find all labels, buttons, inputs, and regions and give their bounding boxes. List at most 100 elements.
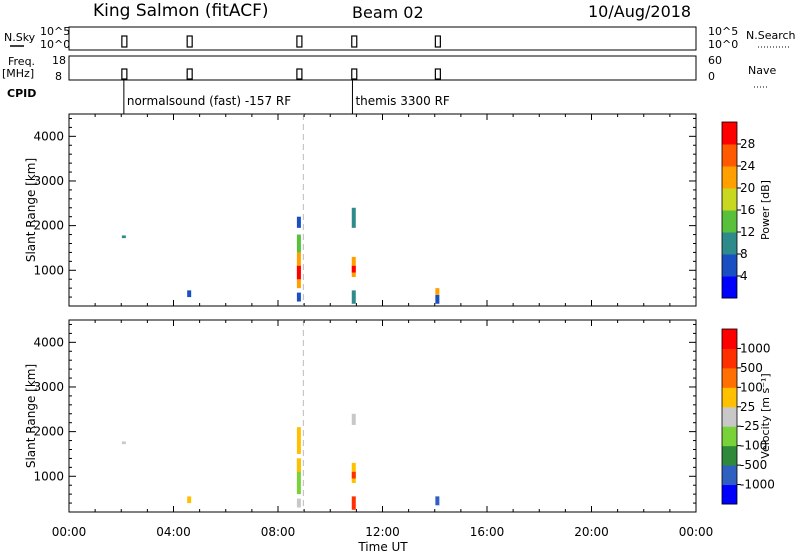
colorbar-swatch — [722, 122, 737, 145]
freq-label-1: Freq. — [8, 55, 35, 68]
power-layer: 1000 2000 3000 4000 — [33, 114, 697, 306]
power-ytick-label: 1000 — [33, 263, 64, 277]
colorbar-swatch — [722, 387, 737, 408]
nsky-tick-bottom: 10^0 — [40, 38, 70, 51]
colorbar-tick-label: 1000 — [740, 341, 771, 355]
velocity-colorbar: 1000 500 100 25 -25 -100 -500 -1000 — [721, 328, 775, 505]
nsky-mark — [434, 35, 441, 48]
colorbar-tick-label: 500 — [740, 361, 763, 375]
colorbar-swatch — [722, 276, 737, 299]
velocity-echo — [351, 471, 356, 479]
velocity-echo — [121, 441, 126, 445]
velocity-ylabel: Slant Range [km] — [24, 364, 38, 468]
velocity-ytick-label: 1000 — [33, 469, 64, 483]
velocity-cbar-label: Velocity [m s⁻¹] — [759, 373, 772, 458]
power-colorbar: 4 8 12 16 20 24 28 — [721, 121, 755, 299]
colorbar-tick-label: 100 — [740, 380, 763, 394]
nsky-label: N.Sky — [4, 31, 36, 44]
freq-tick-top: 18 — [52, 54, 66, 67]
freq-tick-bottom: 8 — [55, 70, 62, 83]
colorbar-tick-label: -1000 — [740, 478, 775, 492]
freq-mark — [121, 68, 128, 80]
xtick-label: 00:00 — [52, 525, 87, 539]
power-panel-frame — [68, 113, 697, 307]
cpid-program-0: normalsound (fast) -157 RF — [127, 94, 291, 108]
velocity-ytick-label: 3000 — [33, 380, 64, 394]
colorbar-tick-label: 20 — [740, 181, 755, 195]
nsky-mark — [121, 35, 128, 48]
colorbar-swatch — [722, 188, 737, 211]
velocity-ytick-label: 4000 — [33, 335, 64, 349]
colorbar-tick-label: -25 — [740, 419, 760, 433]
velocity-echo — [351, 413, 356, 425]
xtick-label: 04:00 — [156, 525, 191, 539]
colorbar-frame — [721, 328, 738, 505]
colorbar-swatch — [722, 406, 737, 427]
velocity-echo — [187, 496, 192, 504]
colorbar-swatch — [722, 210, 737, 233]
xaxis-label: Time UT — [357, 540, 408, 554]
colorbar-tick-label: 12 — [740, 225, 755, 239]
power-ylabel: Slant Range [km] — [24, 158, 38, 262]
power-cbar-label: Power [dB] — [759, 180, 772, 240]
cpid-label: CPID — [7, 87, 36, 100]
nsky-mark — [296, 35, 303, 48]
cpid-program-1: themis 3300 RF — [355, 94, 449, 108]
freq-label-2: [MHz] — [2, 67, 34, 80]
nave-tick-top: 60 — [708, 54, 722, 67]
velocity-panel-frame — [68, 319, 697, 513]
colorbar-swatch — [722, 484, 737, 505]
velocity-echo — [435, 496, 440, 506]
nave-tick-bottom: 0 — [708, 70, 715, 83]
power-echo — [296, 265, 301, 280]
freq-mark — [186, 68, 193, 80]
colorbar-tick-label: -500 — [740, 458, 767, 472]
colorbar-tick-label: 8 — [740, 247, 748, 261]
strip-marks — [121, 35, 441, 80]
xtick-label: 20:00 — [574, 525, 609, 539]
xtick-label: 08:00 — [261, 525, 296, 539]
colorbar-swatch — [722, 445, 737, 466]
power-ytick-label: 2000 — [33, 219, 64, 233]
nsky-mark — [351, 35, 358, 48]
xtick-label: 12:00 — [365, 525, 400, 539]
freq-mark — [296, 68, 303, 80]
colorbar-swatch — [722, 367, 737, 388]
colorbar-swatch — [722, 348, 737, 369]
station-title: King Salmon (fitACF) — [93, 1, 269, 21]
colorbar-swatch — [722, 166, 737, 189]
colorbar-tick-label: 4 — [740, 269, 748, 283]
colorbar-tick-label: -100 — [740, 439, 767, 453]
colorbar-tick-label: 25 — [740, 400, 755, 414]
freq-strip-frame — [68, 55, 697, 81]
nsky-tick-top: 10^5 — [40, 25, 70, 38]
colorbar-swatch — [722, 329, 737, 349]
colorbar-swatch — [722, 232, 737, 255]
freq-mark — [434, 68, 441, 80]
velocity-layer: 1000 2000 3000 4000 00:00 04:00 08:00 12:00 16:0… — [33, 320, 713, 539]
nsky-strip-frame — [68, 26, 697, 51]
xtick-label: 00:00 — [679, 525, 714, 539]
power-echo — [435, 288, 440, 295]
velocity-ytick-label: 2000 — [33, 425, 64, 439]
colorbar-tick-label: 28 — [740, 137, 755, 151]
power-echo — [121, 235, 126, 239]
power-echo — [296, 292, 301, 302]
power-echo — [296, 234, 301, 253]
colorbar-tick-label: 24 — [740, 159, 755, 173]
velocity-echo — [296, 458, 301, 472]
colorbar-tick-label: 16 — [740, 203, 755, 217]
colorbar-swatch — [722, 144, 737, 167]
beam-title: Beam 02 — [352, 3, 424, 22]
velocity-echo — [296, 427, 301, 454]
nsearch-label: N.Search — [746, 29, 796, 42]
power-echo — [296, 216, 301, 228]
nsearch-tick-top: 10^5 — [708, 25, 738, 38]
cpid-layer: normalsound (fast) -157 RF themis 3300 RF — [123, 80, 450, 114]
power-echo — [187, 290, 192, 298]
freq-mark — [351, 68, 358, 80]
velocity-echo — [351, 496, 356, 510]
power-ytick-label: 4000 — [33, 129, 64, 143]
colorbar-swatch — [722, 426, 737, 447]
power-echo — [435, 294, 440, 304]
